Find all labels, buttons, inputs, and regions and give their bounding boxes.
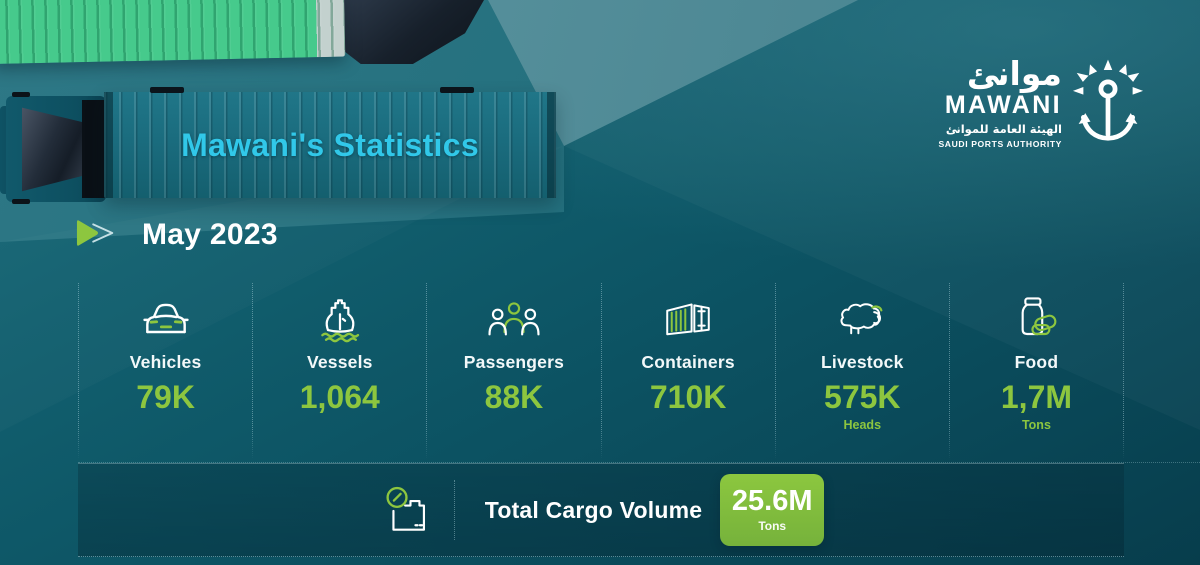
mawani-logo: موانئ MAWANI الهيئة العامة للموانئ SAUDI…	[938, 54, 1144, 160]
total-value-badge: 25.6M Tons	[720, 474, 825, 546]
stat-unit	[79, 419, 252, 432]
truck-cab-back-photo	[82, 100, 106, 198]
stat-value: 79K	[136, 379, 195, 415]
teal-shipping-container-photo	[104, 92, 556, 198]
logo-latin-tagline: SAUDI PORTS AUTHORITY	[938, 139, 1062, 150]
total-cargo-label: Total Cargo Volume	[484, 496, 703, 523]
stat-label: Food	[1014, 352, 1059, 372]
container-lock-tab	[440, 87, 474, 93]
total-unit: Tons	[758, 519, 787, 533]
stat-unit: Heads	[843, 418, 882, 432]
stat-label: Containers	[641, 352, 735, 372]
truck-windshield-photo	[22, 107, 82, 192]
logo-arabic-name: موانئ	[966, 54, 1062, 93]
logo-latin-name: MAWANI	[944, 90, 1062, 119]
stat-value: 710K	[649, 379, 727, 415]
truck-mirror-icon	[12, 92, 30, 97]
stat-label: Livestock	[821, 352, 904, 372]
green-shipping-container-photo	[0, 0, 346, 64]
stat-value: 1,7M	[1000, 379, 1073, 415]
stat-unit: Tons	[1021, 418, 1051, 432]
total-value: 25.6M	[731, 485, 813, 517]
horizontal-dotted-divider	[78, 462, 1200, 463]
cargo-box-clock-icon	[378, 484, 434, 536]
stats-row: Vehicles 79K Ves	[78, 283, 1125, 460]
stat-vehicles: Vehicles 79K	[78, 283, 252, 460]
sheep-icon	[776, 293, 949, 343]
ship-icon	[253, 293, 426, 343]
stat-label: Vehicles	[129, 352, 202, 372]
play-arrows-icon	[76, 217, 118, 254]
stat-unit	[427, 419, 600, 432]
period-label: May 2023	[142, 218, 278, 251]
vertical-dotted-divider	[453, 480, 455, 540]
stat-label: Vessels	[306, 352, 373, 372]
container-lock-tab	[150, 87, 184, 93]
stat-value: 575K	[824, 379, 901, 415]
stat-containers: Containers 710K	[600, 283, 775, 460]
food-jar-icon	[950, 293, 1123, 343]
stat-unit	[602, 419, 775, 432]
anchor-sun-logo-icon	[1072, 57, 1144, 160]
container-icon	[602, 293, 775, 343]
stat-unit	[253, 419, 426, 432]
stat-livestock: Livestock 575K Heads	[774, 283, 949, 460]
period-row: May 2023	[76, 216, 278, 254]
stat-vessels: Vessels 1,064	[252, 283, 426, 460]
truck-mirror-icon	[12, 199, 30, 204]
logo-arabic-tagline: الهيئة العامة للموانئ	[945, 122, 1062, 137]
stat-value: 1,064	[299, 379, 380, 415]
total-cargo-bar: Total Cargo Volume 25.6M Tons	[78, 463, 1124, 557]
stat-value: 88K	[484, 379, 544, 415]
stat-label: Passengers	[463, 352, 565, 372]
page-title: Mawani's Statistics	[181, 127, 479, 163]
stat-food: Food 1,7M Tons	[948, 283, 1125, 460]
stat-passengers: Passengers 88K	[426, 283, 600, 460]
passengers-icon	[427, 293, 600, 343]
car-icon	[79, 293, 252, 343]
mawani-logo-text: موانئ MAWANI الهيئة العامة للموانئ SAUDI…	[938, 54, 1062, 150]
